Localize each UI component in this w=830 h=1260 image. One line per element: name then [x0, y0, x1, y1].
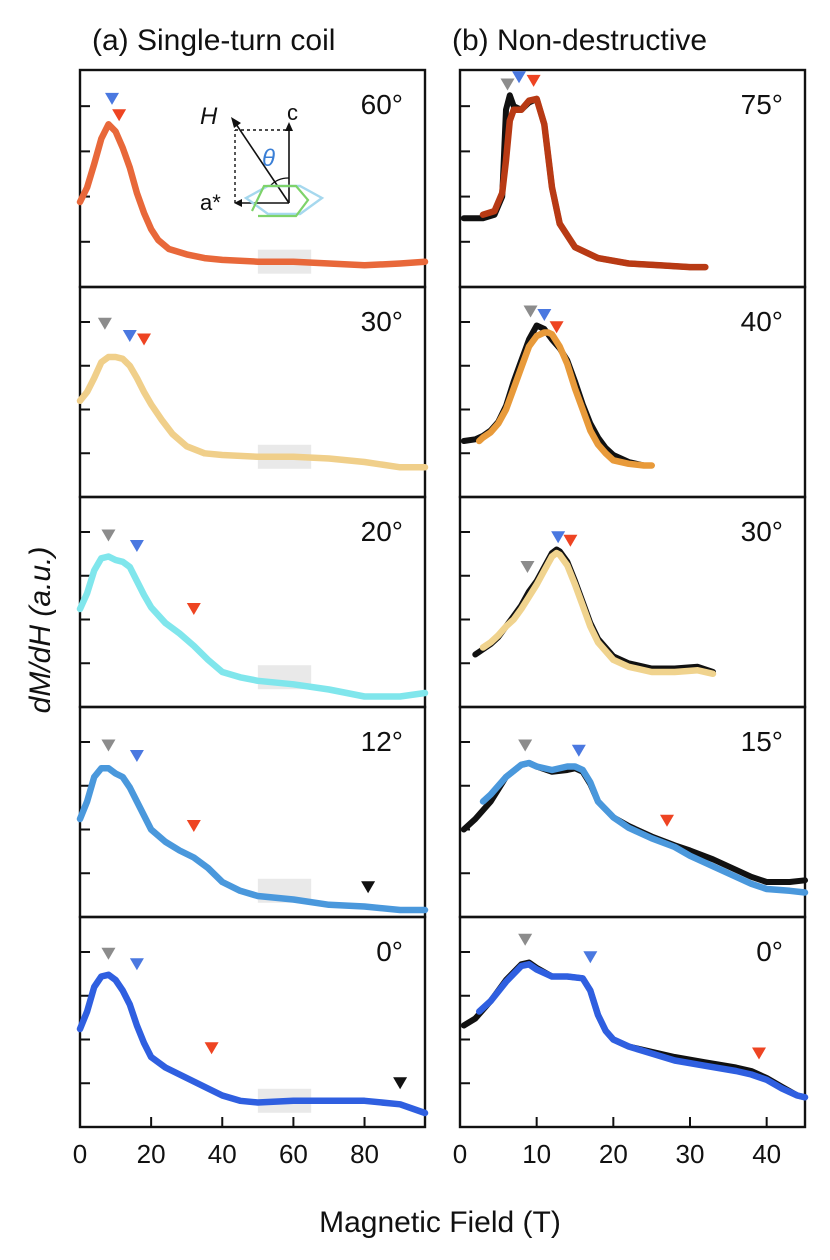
- transition-marker: [583, 951, 598, 964]
- angle-label: 0°: [376, 936, 403, 967]
- transition-marker: [500, 78, 515, 91]
- transition-marker: [518, 739, 533, 752]
- curve-75-black-: [460, 92, 709, 271]
- curve-20-: [76, 553, 429, 700]
- curve-40-: [475, 329, 655, 469]
- transition-marker: [186, 603, 201, 615]
- x-tick-label: 40: [208, 1139, 237, 1169]
- x-tick-label: 20: [137, 1139, 166, 1169]
- panel-a-5: 0°: [76, 915, 429, 1129]
- angle-label: 60°: [361, 89, 403, 120]
- hexagon-green: [251, 184, 310, 218]
- transition-marker: [122, 330, 137, 342]
- angle-label: 30°: [741, 516, 783, 547]
- transition-marker: [563, 534, 578, 547]
- angle-label: 0°: [756, 936, 783, 967]
- panel-frame: [458, 915, 807, 1129]
- x-tick-label: 0: [73, 1139, 87, 1169]
- curve-15-black-: [460, 760, 808, 885]
- panel-b-5: 0°: [458, 915, 809, 1129]
- x-tick-label: 40: [752, 1139, 781, 1169]
- x-tick-label: 60: [279, 1139, 308, 1169]
- angle-label: 75°: [741, 89, 783, 120]
- transition-marker: [571, 744, 586, 757]
- panel-b-title: (b) Non-destructive: [452, 24, 707, 57]
- transition-marker: [518, 933, 533, 946]
- transition-marker: [549, 321, 564, 334]
- transition-marker: [129, 958, 144, 971]
- transition-marker: [393, 1077, 408, 1090]
- curve-12-: [76, 765, 429, 914]
- panel-b-2: 40°: [458, 285, 807, 499]
- transition-marker: [101, 739, 116, 752]
- angle-label: 30°: [361, 306, 403, 337]
- panel-a-1: 60°: [76, 68, 429, 289]
- transition-marker: [537, 309, 552, 321]
- transition-marker: [526, 74, 541, 87]
- curve-60-: [76, 121, 429, 269]
- chart-single-turn-coil: 60° 30° 20° 12° 0° 0 20 40 60 80: [73, 68, 429, 1169]
- transition-marker: [752, 1047, 766, 1060]
- inset-label-a-star: a*: [200, 190, 221, 215]
- inset-label-c: c: [287, 100, 298, 125]
- x-tick-label: 30: [676, 1139, 705, 1169]
- transition-marker: [551, 531, 566, 544]
- x-tick-label: 10: [522, 1139, 551, 1169]
- chart-non-destructive: 75° 40° 30° 15° 0° 0 10 20 30 40: [453, 68, 809, 1169]
- x-tick-label: 20: [599, 1139, 628, 1169]
- transition-marker: [660, 814, 674, 827]
- transition-marker: [520, 561, 535, 573]
- h-arrow-icon: [231, 117, 241, 128]
- angle-label: 15°: [741, 726, 783, 757]
- transition-marker: [512, 71, 527, 84]
- transition-marker: [105, 92, 120, 105]
- x-tick-label: 80: [350, 1139, 379, 1169]
- panel-a-title: (a) Single-turn coil: [92, 24, 335, 57]
- panel-frame: [78, 915, 427, 1129]
- curve-30-: [479, 549, 717, 678]
- panel-b-4: 15°: [458, 705, 809, 919]
- x-tick-label: 0: [453, 1139, 467, 1169]
- curve-75-: [479, 95, 709, 271]
- transition-marker: [129, 540, 144, 552]
- transition-marker: [112, 109, 127, 122]
- transition-marker: [101, 529, 116, 542]
- transition-marker: [361, 881, 376, 894]
- transition-marker: [186, 820, 201, 832]
- panel-a-3: 20°: [76, 495, 429, 709]
- transition-marker: [137, 333, 152, 346]
- angle-label: 20°: [361, 516, 403, 547]
- a-star-arrow-icon: [234, 199, 242, 207]
- curve-0-: [475, 961, 809, 1101]
- transition-marker: [204, 1042, 219, 1055]
- angle-label: 12°: [361, 726, 403, 757]
- transition-marker: [523, 305, 538, 318]
- panel-b-3: 30°: [458, 495, 807, 709]
- panel-a-2: 30°: [76, 285, 429, 499]
- panel-b-1: 75°: [458, 68, 807, 289]
- curve-30-: [76, 353, 429, 471]
- curve-30-black-: [472, 546, 716, 675]
- transition-marker: [101, 947, 116, 960]
- inset-label-theta: θ: [262, 145, 275, 172]
- y-axis-label: dM/dH (a.u.): [24, 547, 57, 714]
- c-arrow-icon: [285, 122, 293, 131]
- transition-marker: [129, 750, 144, 762]
- panel-a-4: 12°: [76, 705, 429, 919]
- x-axis-label: Magnetic Field (T): [319, 1206, 561, 1239]
- angle-label: 40°: [741, 306, 783, 337]
- curve-15-: [479, 759, 809, 896]
- inset-label-h: H: [200, 103, 218, 130]
- curve-0-: [76, 971, 429, 1117]
- h-vector-line: [235, 123, 290, 204]
- transition-marker: [97, 317, 112, 330]
